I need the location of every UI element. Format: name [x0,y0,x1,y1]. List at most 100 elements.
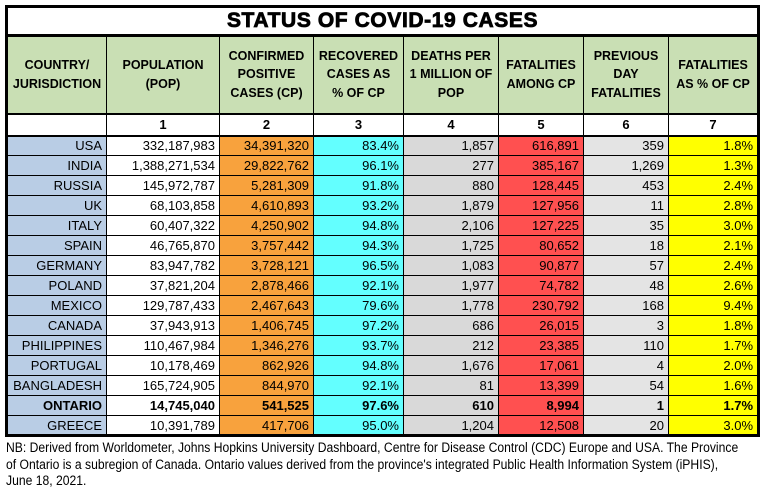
column-number-3: 3 [313,113,404,137]
page-title: STATUS OF COVID-19 CASES [6,6,759,37]
cell-country: CANADA [6,315,107,336]
cell-fatalities: 230,792 [498,295,584,316]
cell-country: BANGLADESH [6,375,107,396]
cell-recovered-pct: 96.1% [313,155,404,176]
cell-country: PHILIPPINES [6,335,107,356]
cell-population: 332,187,983 [106,135,220,156]
cell-recovered-pct: 91.8% [313,175,404,196]
column-number-5: 5 [498,113,584,137]
cell-country: POLAND [6,275,107,296]
table-row: GREECE 10,391,789 417,706 95.0% 1,204 12,508 2… [6,415,760,436]
cell-recovered-pct: 97.6% [313,395,404,416]
cell-confirmed: 862,926 [219,355,314,376]
cell-fatalities: 385,167 [498,155,584,176]
cell-prev-day-fatalities: 110 [583,335,669,356]
cell-population: 46,765,870 [106,235,220,256]
cell-prev-day-fatalities: 18 [583,235,669,256]
cell-deaths-per-million: 1,778 [403,295,499,316]
table-row: CANADA 37,943,913 1,406,745 97.2% 686 26,015 3… [6,315,760,336]
table-row: PHILIPPINES 110,467,984 1,346,276 93.7% 212 2… [6,335,760,356]
cell-fatality-pct: 1.3% [667,155,760,176]
cell-population: 110,467,984 [106,335,220,356]
cell-confirmed: 541,525 [219,395,314,416]
cell-fatality-pct: 1.7% [667,335,760,356]
cell-country: INDIA [6,155,107,176]
cell-confirmed: 844,970 [219,375,314,396]
table-body: USA 332,187,983 34,391,320 83.4% 1,857 616,89… [6,135,760,436]
cell-recovered-pct: 93.7% [313,335,404,356]
cell-recovered-pct: 83.4% [313,135,404,156]
cell-country: GREECE [6,415,107,436]
cell-prev-day-fatalities: 4 [583,355,669,376]
cell-fatalities: 8,994 [498,395,584,416]
header-cell-fatalities: FATALITIES AMONG CP [498,35,584,115]
cell-confirmed: 1,346,276 [219,335,314,356]
table-row: MEXICO 129,787,433 2,467,643 79.6% 1,778 230,… [6,295,760,316]
cell-population: 83,947,782 [106,255,220,276]
cell-recovered-pct: 95.0% [313,415,404,436]
cell-prev-day-fatalities: 1 [583,395,669,416]
cell-prev-day-fatalities: 20 [583,415,669,436]
column-number-6: 6 [583,113,669,137]
cell-country: ONTARIO [6,395,107,416]
cell-population: 1,388,271,534 [106,155,220,176]
cell-recovered-pct: 79.6% [313,295,404,316]
table-row: RUSSIA 145,972,787 5,281,309 91.8% 880 128,44… [6,175,760,196]
title-row: STATUS OF COVID-19 CASES [6,6,759,37]
footnote-line: NB: Derived from Worldometer, Johns Hopk… [6,440,739,455]
cell-fatalities: 12,508 [498,415,584,436]
cell-population: 68,103,858 [106,195,220,216]
cell-fatality-pct: 2.1% [667,235,760,256]
cell-deaths-per-million: 1,676 [403,355,499,376]
cell-country: UK [6,195,107,216]
cell-fatalities: 90,877 [498,255,584,276]
cell-prev-day-fatalities: 11 [583,195,669,216]
cell-country: USA [6,135,107,156]
cell-prev-day-fatalities: 54 [583,375,669,396]
cell-prev-day-fatalities: 57 [583,255,669,276]
cell-population: 14,745,040 [106,395,220,416]
cell-country: MEXICO [6,295,107,316]
footnote: NB: Derived from Worldometer, Johns Hopk… [5,440,757,490]
cell-confirmed: 2,467,643 [219,295,314,316]
cell-deaths-per-million: 1,977 [403,275,499,296]
cell-recovered-pct: 96.5% [313,255,404,276]
cell-fatalities: 13,399 [498,375,584,396]
cell-prev-day-fatalities: 359 [583,135,669,156]
footnote-line: June 18, 2021. [6,473,87,488]
cell-population: 60,407,322 [106,215,220,236]
cell-recovered-pct: 92.1% [313,375,404,396]
cell-population: 10,178,469 [106,355,220,376]
document-page: STATUS OF COVID-19 CASES COUNTRY/ JURISD… [5,5,761,490]
cell-deaths-per-million: 2,106 [403,215,499,236]
cell-population: 10,391,789 [106,415,220,436]
cell-population: 145,972,787 [106,175,220,196]
cell-recovered-pct: 94.3% [313,235,404,256]
cell-deaths-per-million: 686 [403,315,499,336]
header-cell-fatality-pct: FATALITIES AS % OF CP [667,35,760,115]
cell-confirmed: 4,610,893 [219,195,314,216]
cell-fatality-pct: 1.8% [667,315,760,336]
cell-deaths-per-million: 1,725 [403,235,499,256]
column-number-4: 4 [403,113,499,137]
table-row: USA 332,187,983 34,391,320 83.4% 1,857 616,89… [6,135,760,156]
cell-recovered-pct: 93.2% [313,195,404,216]
cell-fatality-pct: 1.7% [667,395,760,416]
table-row: ONTARIO 14,745,040 541,525 97.6% 610 8,994 1 1.… [6,395,760,416]
table-row: SPAIN 46,765,870 3,757,442 94.3% 1,725 80,652… [6,235,760,256]
covid-status-table: STATUS OF COVID-19 CASES COUNTRY/ JURISD… [5,5,761,437]
table-row: GERMANY 83,947,782 3,728,121 96.5% 1,083 90,8… [6,255,760,276]
cell-confirmed: 2,878,466 [219,275,314,296]
cell-confirmed: 1,406,745 [219,315,314,336]
cell-population: 37,943,913 [106,315,220,336]
cell-fatality-pct: 2.0% [667,355,760,376]
cell-fatalities: 26,015 [498,315,584,336]
header-cell-deaths-per-million: DEATHS PER 1 MILLION OF POP [403,35,499,115]
cell-recovered-pct: 92.1% [313,275,404,296]
cell-prev-day-fatalities: 35 [583,215,669,236]
cell-country: SPAIN [6,235,107,256]
cell-prev-day-fatalities: 453 [583,175,669,196]
cell-fatality-pct: 2.8% [667,195,760,216]
cell-confirmed: 4,250,902 [219,215,314,236]
table-row: ITALY 60,407,322 4,250,902 94.8% 2,106 127,22… [6,215,760,236]
